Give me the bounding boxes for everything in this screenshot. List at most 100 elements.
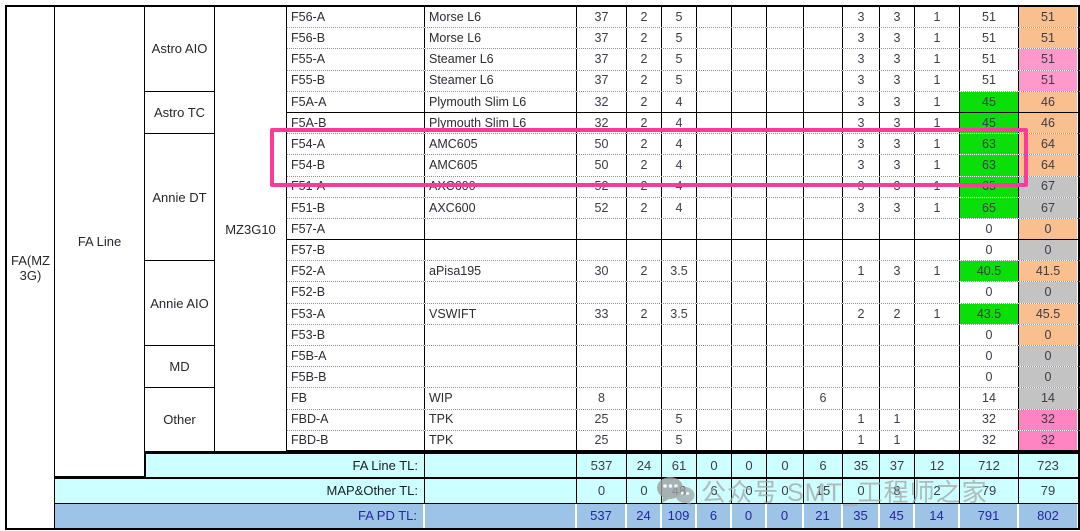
cell-F5A-A-c11[interactable]: 45 xyxy=(960,91,1019,112)
cell-F55-A-c12[interactable]: 51 xyxy=(1019,49,1077,70)
cell-F5A-B-c12[interactable]: 46 xyxy=(1019,112,1077,134)
cell-F56-A-c12[interactable]: 51 xyxy=(1019,7,1077,28)
cell-F52-B-c2[interactable] xyxy=(627,282,662,303)
cell-FBD-B-c11[interactable]: 32 xyxy=(960,430,1019,450)
cell-F5B-B-c12[interactable]: 0 xyxy=(1019,367,1077,388)
model-F51-A[interactable]: AXC600 xyxy=(425,176,577,197)
cell-F54-B-c7[interactable] xyxy=(804,155,843,176)
cell-FBD-B-c8[interactable]: 1 xyxy=(843,430,880,450)
cell-F53-A-c12[interactable]: 45.5 xyxy=(1019,303,1077,324)
cell-F52-B-c8[interactable] xyxy=(843,282,880,303)
model-F56-B[interactable]: Morse L6 xyxy=(425,28,577,49)
cell-F56-B-c7[interactable] xyxy=(804,28,843,49)
cell-F52-A-c6[interactable] xyxy=(767,261,804,282)
model-F54-A[interactable]: AMC605 xyxy=(425,134,577,155)
station-F53-B[interactable]: F53-B xyxy=(287,324,425,346)
cell-F56-A-c2[interactable]: 2 xyxy=(627,7,662,28)
cell-F57-B-c3[interactable] xyxy=(662,240,697,261)
cell-F53-A-c3[interactable]: 3.5 xyxy=(662,303,697,324)
model-F5A-A[interactable]: Plymouth Slim L6 xyxy=(425,91,577,112)
cell-F53-B-c3[interactable] xyxy=(662,324,697,346)
cell-F52-B-c1[interactable] xyxy=(577,282,627,303)
total-label-fa-line-tl[interactable]: FA Line TL: xyxy=(145,453,425,478)
cell-F5B-A-c7[interactable] xyxy=(804,346,843,367)
model-F52-B[interactable] xyxy=(425,282,577,303)
cell-F54-A-c8[interactable]: 3 xyxy=(843,134,880,155)
model-F5A-B[interactable]: Plymouth Slim L6 xyxy=(425,112,577,134)
cell-F5B-B-c9[interactable] xyxy=(880,367,915,388)
cell-F5B-B-c11[interactable]: 0 xyxy=(960,367,1019,388)
total-map-other-tl-c9[interactable]: 8 xyxy=(880,479,915,503)
cell-F54-B-c6[interactable] xyxy=(767,155,804,176)
total-fa-pd-tl-c10[interactable]: 14 xyxy=(915,503,960,528)
cell-F53-B-c2[interactable] xyxy=(627,324,662,346)
cell-F55-B-c5[interactable] xyxy=(732,70,767,91)
cell-F5A-B-c6[interactable] xyxy=(767,112,804,134)
cell-F52-B-c12[interactable]: 0 xyxy=(1019,282,1077,303)
model-F57-B[interactable] xyxy=(425,240,577,261)
cell-F56-A-c8[interactable]: 3 xyxy=(843,7,880,28)
cell-F51-B-c11[interactable]: 65 xyxy=(960,197,1019,218)
cell-F5B-B-c4[interactable] xyxy=(697,367,732,388)
machine-cell[interactable]: MZ3G10 xyxy=(215,7,287,452)
cell-F56-A-c6[interactable] xyxy=(767,7,804,28)
fa-line-cell[interactable]: FA Line xyxy=(55,7,145,477)
cell-F51-A-c11[interactable]: 65 xyxy=(960,176,1019,197)
cell-F57-A-c2[interactable] xyxy=(627,218,662,240)
cell-FBD-A-c11[interactable]: 32 xyxy=(960,409,1019,430)
cell-F55-B-c12[interactable]: 51 xyxy=(1019,70,1077,91)
cell-F56-B-c5[interactable] xyxy=(732,28,767,49)
cell-F5A-B-c7[interactable] xyxy=(804,112,843,134)
cell-FBD-B-c10[interactable] xyxy=(915,430,960,450)
cell-F56-B-c1[interactable]: 37 xyxy=(577,28,627,49)
total-fa-pd-tl-c3[interactable]: 109 xyxy=(662,503,697,528)
cell-F57-A-c4[interactable] xyxy=(697,218,732,240)
cell-F54-A-c5[interactable] xyxy=(732,134,767,155)
cell-F57-A-c5[interactable] xyxy=(732,218,767,240)
cell-F52-A-c12[interactable]: 41.5 xyxy=(1019,261,1077,282)
total-map-other-tl-c10[interactable]: 2 xyxy=(915,479,960,503)
cell-F52-B-c7[interactable] xyxy=(804,282,843,303)
total-map-other-tl-c8[interactable]: 0 xyxy=(843,479,880,503)
total-fa-line-tl-c5[interactable]: 0 xyxy=(732,453,767,478)
model-F5B-A[interactable] xyxy=(425,346,577,367)
cell-F54-B-c1[interactable]: 50 xyxy=(577,155,627,176)
station-F56-A[interactable]: F56-A xyxy=(287,7,425,28)
total-fa-line-tl-c8[interactable]: 35 xyxy=(843,453,880,478)
cell-F54-A-c6[interactable] xyxy=(767,134,804,155)
total-fa-pd-tl-c7[interactable]: 21 xyxy=(804,503,843,528)
cell-FBD-A-c3[interactable]: 5 xyxy=(662,409,697,430)
cell-F55-A-c4[interactable] xyxy=(697,49,732,70)
cell-F5B-B-c7[interactable] xyxy=(804,367,843,388)
cell-F56-A-c11[interactable]: 51 xyxy=(960,7,1019,28)
cell-FBD-A-c4[interactable] xyxy=(697,409,732,430)
cell-F5A-B-c11[interactable]: 45 xyxy=(960,112,1019,134)
cell-F5B-B-c1[interactable] xyxy=(577,367,627,388)
cell-FBD-A-c5[interactable] xyxy=(732,409,767,430)
area-cell[interactable]: FA(MZ 3G) xyxy=(7,7,55,528)
total-map-other-tl-c2[interactable]: 0 xyxy=(627,479,662,503)
cell-F55-A-c11[interactable]: 51 xyxy=(960,49,1019,70)
cell-F53-B-c8[interactable] xyxy=(843,324,880,346)
cell-F5B-A-c5[interactable] xyxy=(732,346,767,367)
cell-F56-B-c4[interactable] xyxy=(697,28,732,49)
cell-F56-A-c9[interactable]: 3 xyxy=(880,7,915,28)
cell-F52-A-c11[interactable]: 40.5 xyxy=(960,261,1019,282)
total-fa-pd-tl-c6[interactable]: 0 xyxy=(767,503,804,528)
model-FBD-A[interactable]: TPK xyxy=(425,409,577,430)
cell-F51-B-c2[interactable]: 2 xyxy=(627,197,662,218)
cell-F5A-A-c6[interactable] xyxy=(767,91,804,112)
cell-F52-A-c3[interactable]: 3.5 xyxy=(662,261,697,282)
cell-F57-A-c6[interactable] xyxy=(767,218,804,240)
cell-F5B-B-c3[interactable] xyxy=(662,367,697,388)
cell-F54-A-c3[interactable]: 4 xyxy=(662,134,697,155)
cell-FB-c1[interactable]: 8 xyxy=(577,388,627,409)
cell-F5A-A-c4[interactable] xyxy=(697,91,732,112)
cell-F57-B-c1[interactable] xyxy=(577,240,627,261)
cell-FBD-B-c9[interactable]: 1 xyxy=(880,430,915,450)
cell-F55-A-c9[interactable]: 3 xyxy=(880,49,915,70)
total-fa-pd-tl-c4[interactable]: 6 xyxy=(697,503,732,528)
cell-F5A-A-c12[interactable]: 46 xyxy=(1019,91,1077,112)
cell-F56-B-c9[interactable]: 3 xyxy=(880,28,915,49)
station-F57-A[interactable]: F57-A xyxy=(287,218,425,240)
